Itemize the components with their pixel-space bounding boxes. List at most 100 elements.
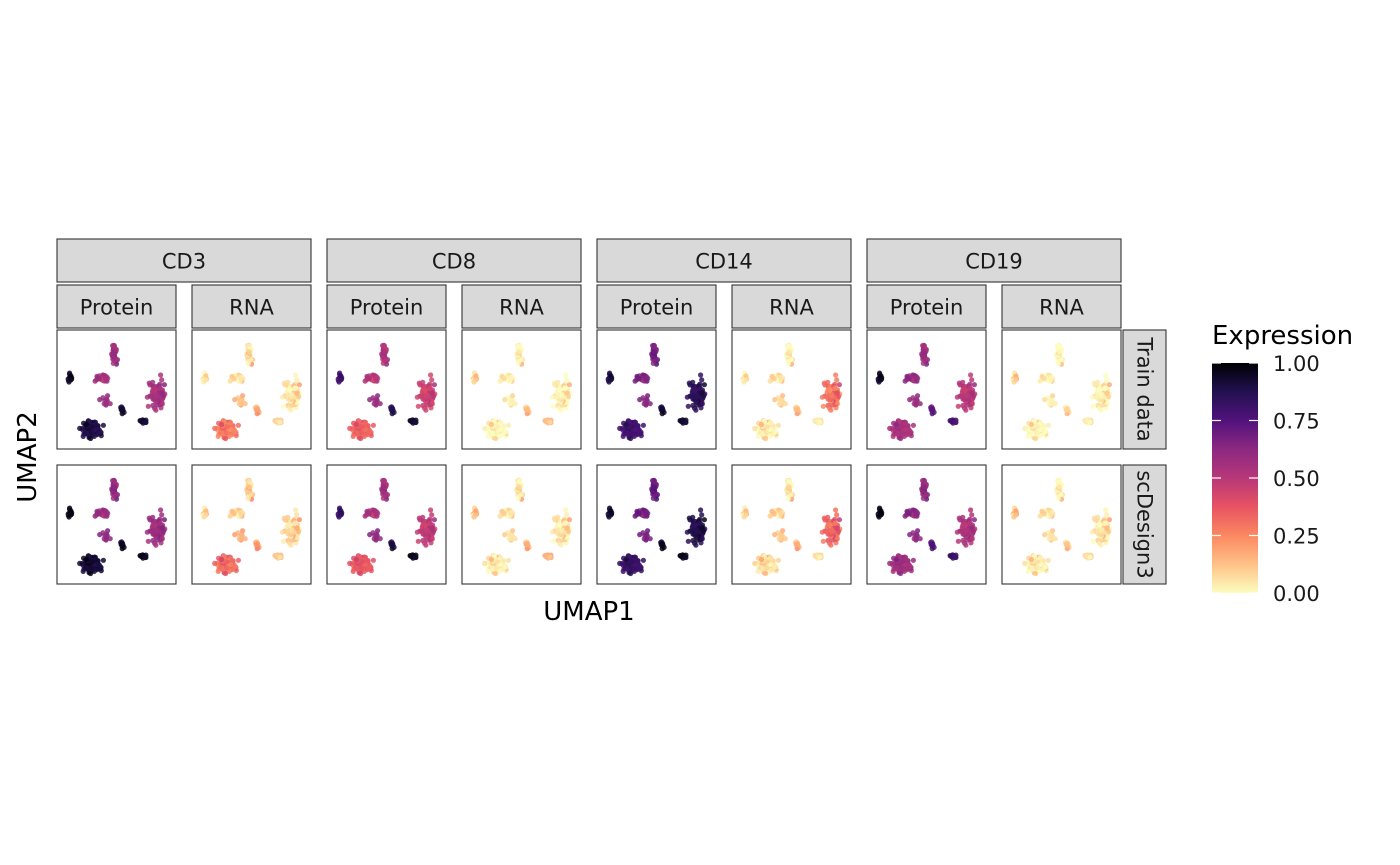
data-point xyxy=(366,376,372,382)
data-point xyxy=(772,397,778,403)
data-point xyxy=(89,424,95,430)
gene-strip-box xyxy=(596,238,852,283)
data-point xyxy=(682,419,688,425)
data-point xyxy=(151,387,157,393)
data-point xyxy=(645,393,651,399)
data-point xyxy=(1033,430,1040,436)
data-point xyxy=(637,397,643,403)
data-point xyxy=(778,401,785,407)
data-point xyxy=(429,377,435,383)
data-point xyxy=(617,425,623,431)
scatter-panel xyxy=(326,464,447,585)
data-point xyxy=(368,429,374,435)
data-point xyxy=(363,427,369,433)
data-point xyxy=(658,542,664,548)
data-point xyxy=(246,484,252,490)
data-point xyxy=(110,360,116,366)
modality-strip-label: Protein xyxy=(620,296,694,320)
data-point xyxy=(834,377,840,383)
data-point xyxy=(785,360,791,366)
modality-strip-label: RNA xyxy=(769,296,814,320)
data-point xyxy=(215,568,221,575)
data-point xyxy=(96,510,102,517)
data-point xyxy=(421,387,427,393)
data-point xyxy=(227,419,234,425)
data-point xyxy=(636,376,642,382)
data-point xyxy=(157,385,163,391)
data-point xyxy=(203,373,209,379)
data-point xyxy=(701,382,708,388)
data-point xyxy=(550,538,556,544)
data-point xyxy=(505,557,511,563)
data-point xyxy=(771,376,777,382)
data-point xyxy=(793,407,799,413)
data-point xyxy=(224,424,230,430)
data-point xyxy=(428,372,434,378)
data-point xyxy=(969,390,975,396)
data-point xyxy=(145,538,151,544)
data-point xyxy=(687,382,693,388)
data-point xyxy=(245,495,251,501)
data-point xyxy=(159,390,165,396)
data-point xyxy=(88,570,94,577)
data-point xyxy=(253,542,259,548)
data-point xyxy=(83,421,90,428)
data-point xyxy=(699,512,705,518)
data-point xyxy=(203,512,209,518)
data-point xyxy=(294,512,300,518)
data-point xyxy=(358,430,365,436)
data-point xyxy=(836,382,843,388)
data-point xyxy=(564,512,570,518)
data-point xyxy=(373,376,379,382)
data-point xyxy=(1096,387,1102,393)
data-point xyxy=(473,377,479,383)
data-point xyxy=(623,421,630,428)
data-point xyxy=(145,403,151,409)
data-point xyxy=(678,418,684,424)
data-point xyxy=(373,511,379,517)
data-point xyxy=(154,527,160,533)
data-point xyxy=(1045,422,1051,428)
data-point xyxy=(100,422,106,428)
scatter-panel xyxy=(56,329,177,450)
data-point xyxy=(103,401,109,407)
data-point xyxy=(763,565,770,571)
data-point xyxy=(497,419,504,425)
data-point xyxy=(364,432,370,438)
data-point xyxy=(227,378,233,384)
data-point xyxy=(428,507,434,513)
data-point xyxy=(502,532,508,538)
data-point xyxy=(370,557,376,563)
data-point xyxy=(1099,392,1105,398)
data-point xyxy=(93,562,99,568)
data-point xyxy=(503,429,509,435)
data-point xyxy=(832,520,838,526)
modality-strip-box xyxy=(461,284,582,329)
data-point xyxy=(408,418,414,424)
gene-strip-box xyxy=(56,238,312,283)
data-point xyxy=(829,392,835,398)
data-point xyxy=(687,517,693,523)
data-point xyxy=(218,556,225,563)
data-point xyxy=(380,360,386,366)
row-strip-box xyxy=(1122,329,1167,450)
data-point xyxy=(921,349,927,355)
data-point xyxy=(289,392,295,398)
modality-strip-box xyxy=(191,284,312,329)
data-point xyxy=(552,517,558,523)
data-point xyxy=(92,378,98,384)
modality-strip-box xyxy=(596,284,717,329)
scatter-panel xyxy=(326,329,447,450)
data-point xyxy=(780,393,786,399)
data-point xyxy=(245,360,251,366)
data-point xyxy=(80,433,86,439)
data-point xyxy=(223,435,229,442)
data-point xyxy=(362,554,369,561)
data-point xyxy=(424,392,430,398)
data-point xyxy=(375,393,381,399)
data-point xyxy=(1092,382,1098,388)
data-point xyxy=(651,349,657,355)
data-point xyxy=(543,418,549,424)
data-point xyxy=(629,424,635,430)
